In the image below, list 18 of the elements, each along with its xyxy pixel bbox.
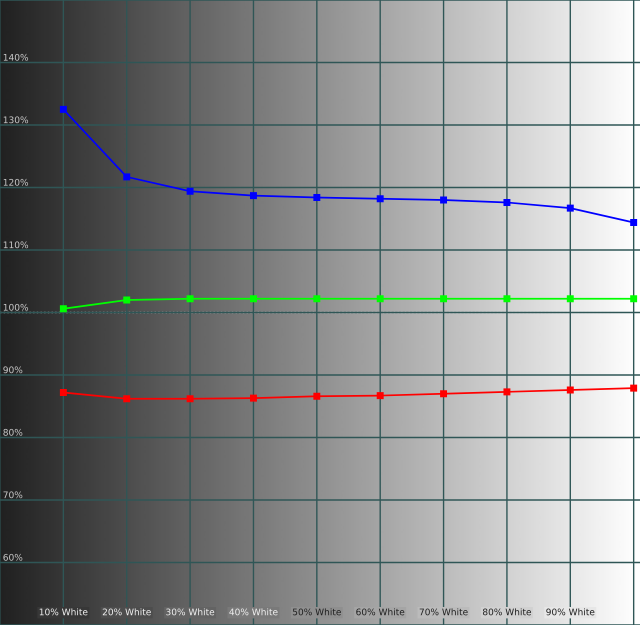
y-tick-label: 110% [4, 241, 28, 248]
x-tick-label: 20% White [102, 608, 151, 616]
x-tick-label: 70% White [420, 608, 468, 616]
y-tick-label: 120% [4, 178, 28, 186]
x-tick-label: 10% White [40, 608, 88, 616]
y-tick-label: 140% [4, 54, 28, 61]
y-tick-label: 130% [4, 116, 28, 124]
y-tick-label: 100% [4, 304, 28, 311]
y-tick-label: 70% [4, 491, 22, 498]
y-tick-label: 90% [3, 366, 22, 374]
y-tick-label: 60% [3, 554, 22, 561]
x-tick-label: 40% White [229, 608, 278, 616]
x-tick-label: 30% White [166, 608, 214, 616]
x-tick-label: 90% White [546, 608, 594, 616]
x-tick-label: 50% White [292, 608, 341, 616]
y-tick-label: 80% [3, 428, 22, 436]
x-tick-label: 60% White [356, 608, 404, 616]
x-tick-label: 80% White [482, 608, 532, 616]
